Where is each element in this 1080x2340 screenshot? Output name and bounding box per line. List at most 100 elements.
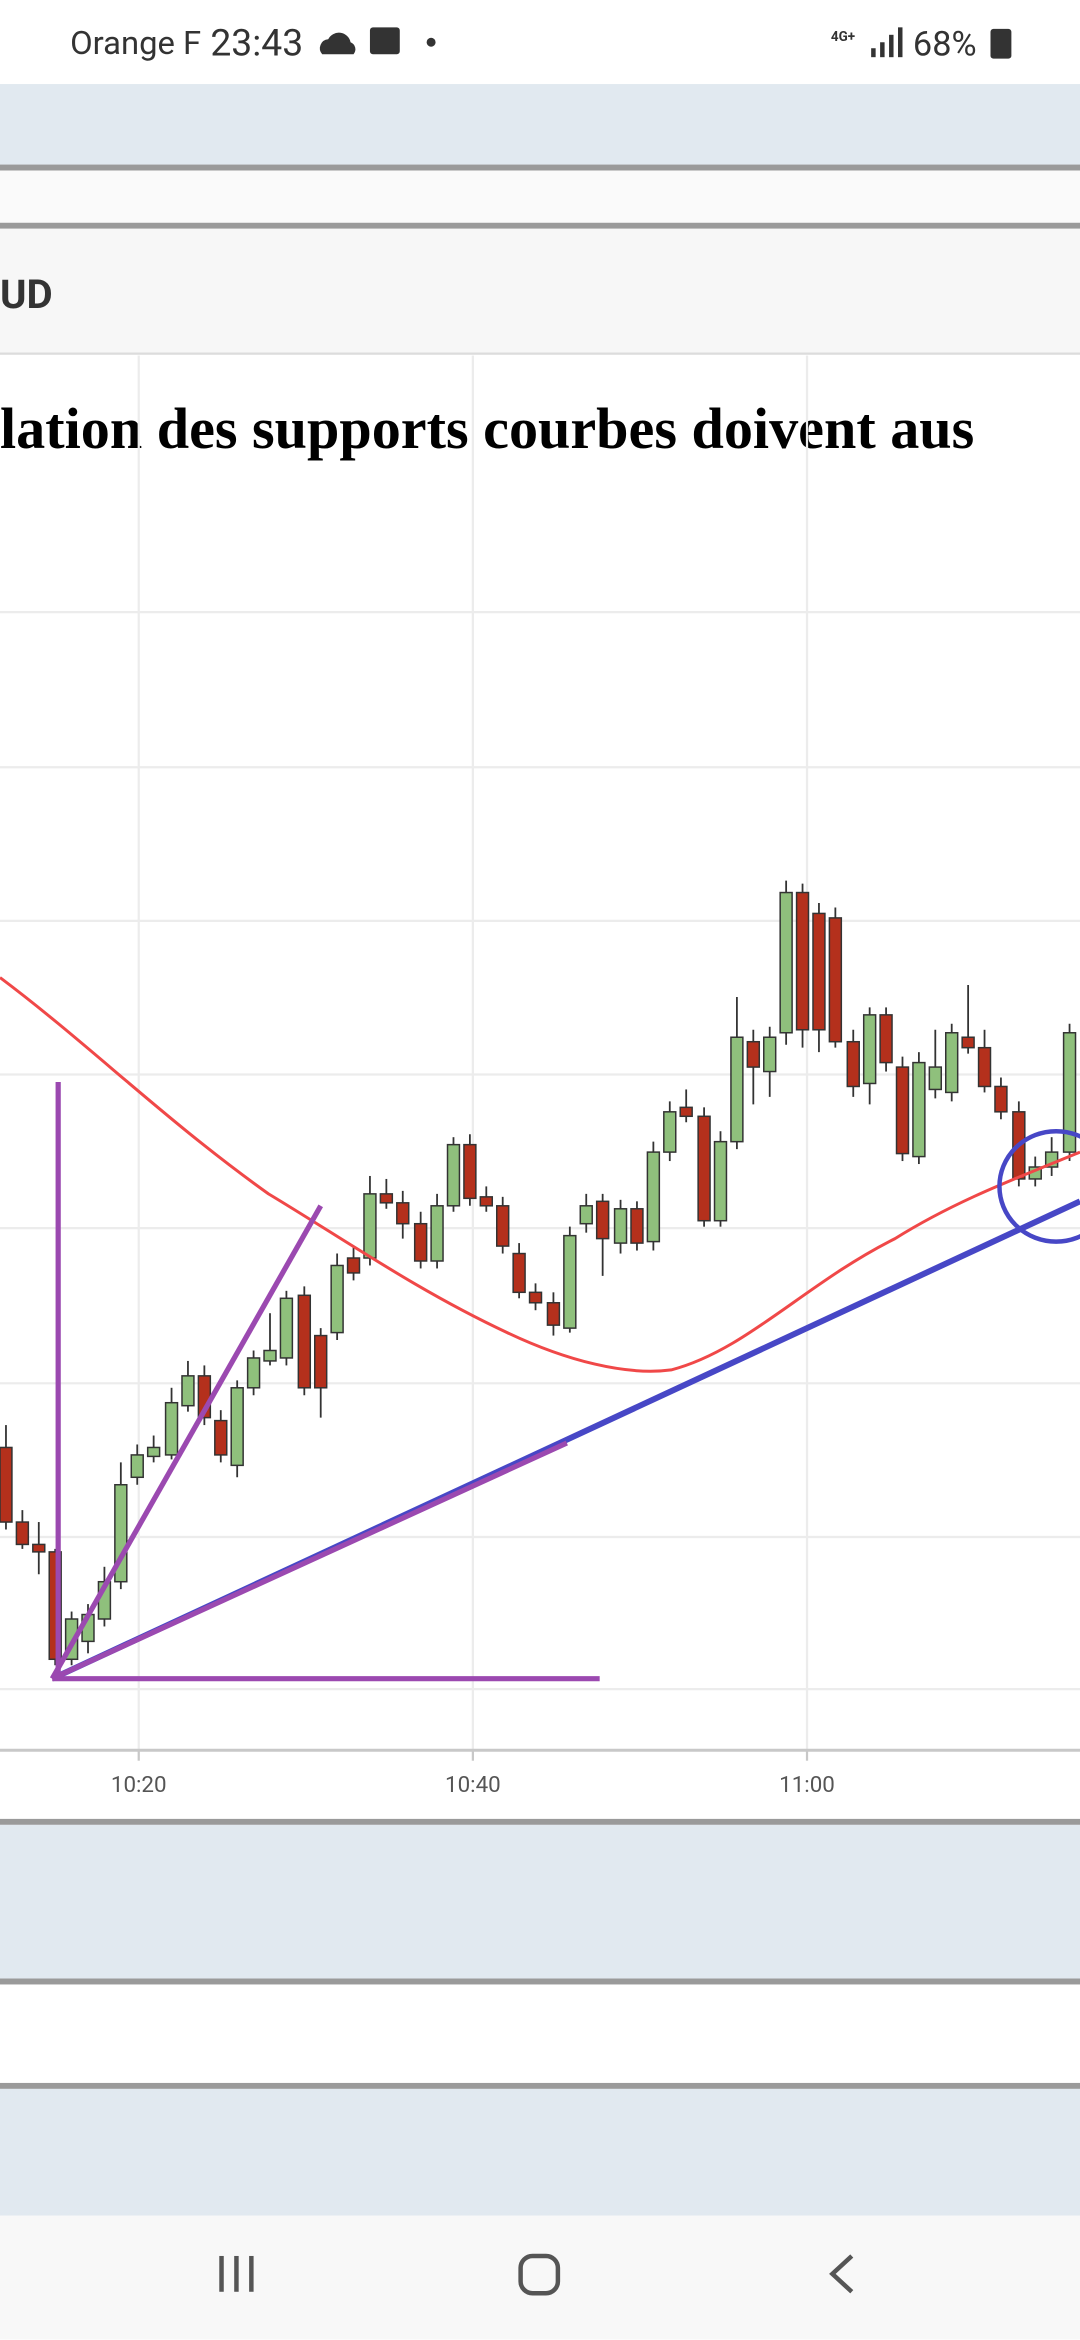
candle-body <box>912 1061 926 1158</box>
candle <box>32 1522 46 1575</box>
divider <box>0 2082 1080 2089</box>
candle <box>279 1290 294 1366</box>
candle <box>779 880 793 1045</box>
candle <box>663 1101 677 1162</box>
candle <box>146 1435 161 1463</box>
candle <box>48 1548 62 1666</box>
candle <box>630 1201 644 1251</box>
candle-body <box>977 1046 992 1088</box>
card-header <box>0 228 1080 353</box>
divider <box>0 352 1080 355</box>
candle <box>330 1253 344 1341</box>
candle <box>1044 1137 1059 1176</box>
candle-body <box>663 1111 677 1153</box>
candle-body <box>763 1036 777 1073</box>
band <box>0 1824 1080 1979</box>
candle <box>961 985 975 1054</box>
candle <box>977 1029 992 1093</box>
candle-body <box>812 912 826 1031</box>
candle <box>945 1023 959 1102</box>
candle <box>713 1131 728 1227</box>
candle <box>130 1444 144 1485</box>
back-button[interactable] <box>829 2254 854 2294</box>
candle-body <box>563 1234 577 1329</box>
candle-body <box>512 1252 526 1294</box>
dot-icon <box>426 37 436 47</box>
candle <box>346 1246 361 1281</box>
candle-body <box>146 1446 161 1458</box>
candle-body <box>214 1419 228 1456</box>
candle-body <box>1062 1032 1077 1153</box>
annotation-line <box>49 1204 323 1680</box>
candle-body <box>630 1208 644 1244</box>
candle <box>181 1360 195 1412</box>
candle-body <box>379 1193 394 1204</box>
candle <box>928 1029 943 1099</box>
candle-body <box>846 1040 860 1088</box>
candle <box>1062 1023 1077 1162</box>
candle <box>263 1313 277 1366</box>
candle <box>246 1350 261 1396</box>
candle-body <box>181 1375 195 1407</box>
candle-body <box>697 1115 711 1222</box>
candle-body <box>463 1143 477 1200</box>
candle-body <box>928 1066 943 1091</box>
candle <box>697 1107 711 1227</box>
candle <box>495 1196 510 1254</box>
candle <box>297 1286 312 1396</box>
x-tick-label: 10:20 <box>111 1772 167 1798</box>
candle-body <box>263 1349 277 1362</box>
candle <box>846 1029 860 1097</box>
candle-body <box>528 1291 543 1304</box>
candle <box>314 1328 328 1418</box>
candle <box>613 1199 628 1254</box>
candle-body <box>879 1014 893 1064</box>
candle <box>396 1190 410 1239</box>
divider <box>0 1978 1080 1985</box>
candles <box>0 880 1077 1666</box>
candle <box>512 1243 526 1299</box>
candle <box>895 1056 910 1162</box>
candle-body <box>130 1454 144 1479</box>
clock: 23:43 <box>210 22 303 66</box>
card-title: UD <box>0 271 53 318</box>
candle <box>646 1141 661 1251</box>
candle <box>763 1026 777 1097</box>
candle <box>15 1510 30 1549</box>
candle <box>379 1178 394 1209</box>
candle-body <box>413 1222 428 1262</box>
candle <box>595 1193 610 1276</box>
home-button[interactable] <box>518 2253 561 2296</box>
candle-body <box>730 1036 744 1143</box>
candle-body <box>279 1297 294 1359</box>
highlight-circle <box>997 1128 1080 1244</box>
candle-body <box>579 1205 593 1225</box>
candle-body <box>330 1264 344 1334</box>
top-band <box>0 84 1080 167</box>
candle <box>0 1425 13 1530</box>
candle-body <box>230 1387 244 1467</box>
x-tick-label: 11:00 <box>779 1772 835 1798</box>
candle <box>879 1007 893 1072</box>
candle-body <box>48 1551 62 1661</box>
candle <box>679 1089 693 1123</box>
candle-body <box>961 1036 975 1049</box>
cloud-icon <box>319 32 356 55</box>
candle-body <box>0 1446 13 1523</box>
band <box>0 2088 1080 2216</box>
candle <box>746 1029 761 1105</box>
spacer <box>0 170 1080 223</box>
candle <box>230 1380 244 1478</box>
candle <box>413 1211 428 1269</box>
article-heading: lation des supports courbes doivent aus <box>0 396 974 461</box>
candle-body <box>595 1200 610 1240</box>
candle-body <box>828 917 843 1043</box>
battery-icon <box>990 28 1012 59</box>
recents-button[interactable] <box>219 2255 254 2292</box>
candle-body <box>346 1257 361 1274</box>
candle-body <box>613 1208 628 1244</box>
candle-body <box>795 891 810 1031</box>
candle-body <box>246 1357 261 1389</box>
